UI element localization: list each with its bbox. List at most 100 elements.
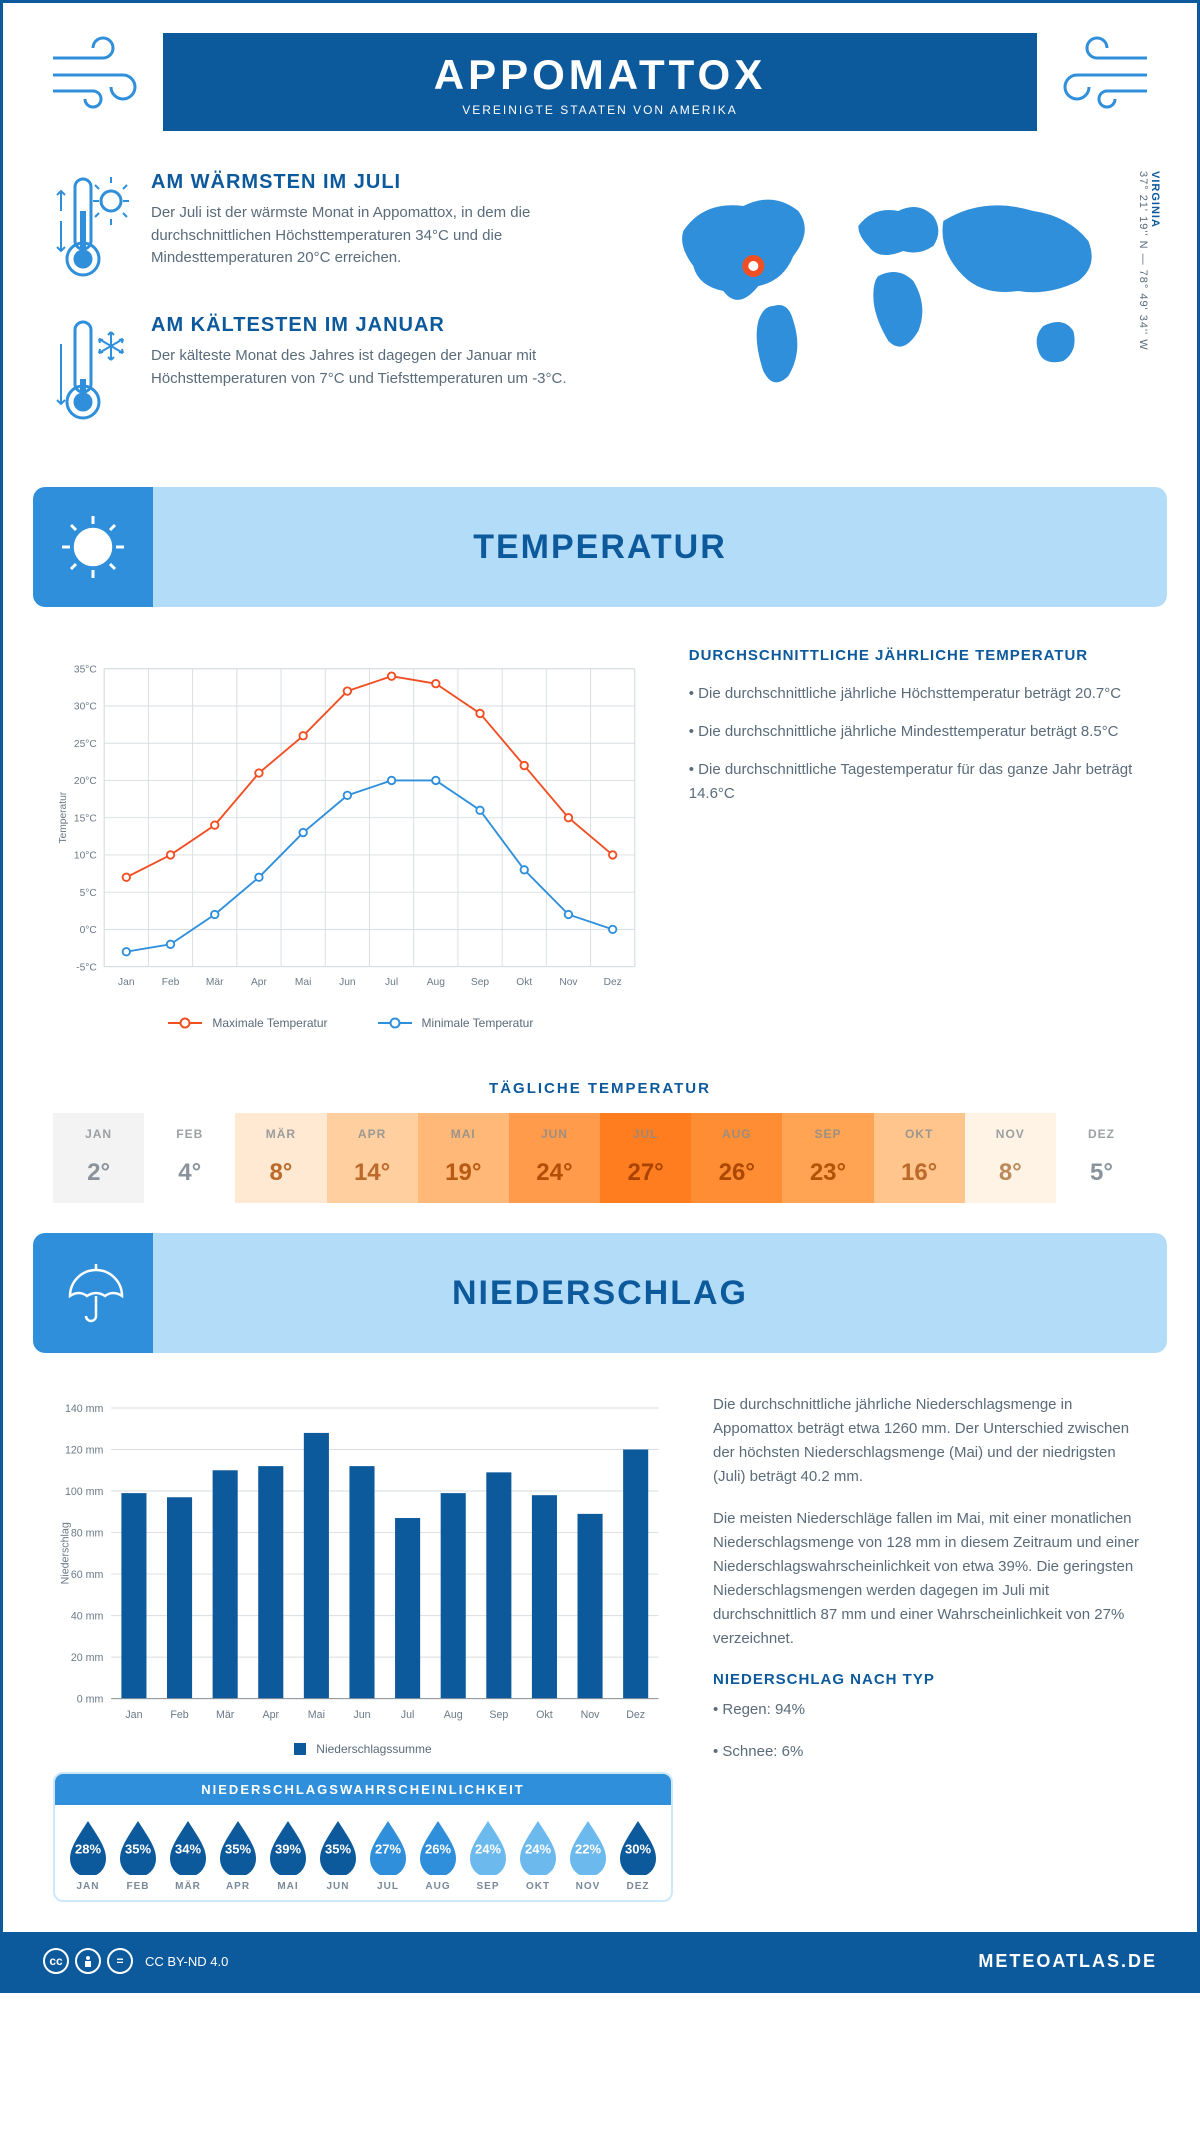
temp-bullet: • Die durchschnittliche jährliche Höchst… xyxy=(689,682,1147,706)
drop-cell: 24%SEP xyxy=(465,1819,511,1892)
svg-text:Mai: Mai xyxy=(308,1709,325,1721)
coordinates: VIRGINIA37° 21' 19'' N — 78° 49' 34'' W xyxy=(1137,171,1161,351)
section-title: TEMPERATUR xyxy=(33,528,1167,567)
drop-cell: 30%DEZ xyxy=(615,1819,661,1892)
svg-text:Okt: Okt xyxy=(516,977,532,988)
svg-text:Niederschlag: Niederschlag xyxy=(59,1522,71,1584)
cc-icons: cc = xyxy=(43,1948,133,1974)
svg-text:25°C: 25°C xyxy=(74,739,97,750)
wind-icon xyxy=(1047,33,1157,113)
site-name: METEOATLAS.DE xyxy=(978,1951,1157,1972)
svg-text:100 mm: 100 mm xyxy=(65,1486,104,1498)
svg-text:15°C: 15°C xyxy=(74,813,97,824)
precip-type-item: • Regen: 94% xyxy=(713,1698,1147,1722)
page-subtitle: VEREINIGTE STAATEN VON AMERIKA xyxy=(203,103,997,117)
svg-text:120 mm: 120 mm xyxy=(65,1444,104,1456)
svg-text:5°C: 5°C xyxy=(80,888,97,899)
svg-text:Jun: Jun xyxy=(339,977,356,988)
svg-text:Feb: Feb xyxy=(162,977,180,988)
by-icon xyxy=(75,1948,101,1974)
coldest-block: AM KÄLTESTEN IM JANUAR Der kälteste Mona… xyxy=(53,314,610,429)
heat-cell: FEB4° xyxy=(144,1113,235,1203)
daily-temp-heatmap: JAN2°FEB4°MÄR8°APR14°MAI19°JUN24°JUL27°A… xyxy=(53,1113,1147,1203)
precip-type-title: NIEDERSCHLAG NACH TYP xyxy=(713,1671,1147,1688)
svg-text:60 mm: 60 mm xyxy=(71,1569,104,1581)
drop-cell: 35%FEB xyxy=(115,1819,161,1892)
svg-text:Okt: Okt xyxy=(536,1709,553,1721)
heat-cell: JUN24° xyxy=(509,1113,600,1203)
svg-text:10°C: 10°C xyxy=(74,851,97,862)
svg-text:Jul: Jul xyxy=(385,977,398,988)
drop-cell: 39%MAI xyxy=(265,1819,311,1892)
title-banner: APPOMATTOX VEREINIGTE STAATEN VON AMERIK… xyxy=(163,33,1037,131)
svg-text:Sep: Sep xyxy=(489,1709,508,1721)
temp-bullet: • Die durchschnittliche jährliche Mindes… xyxy=(689,720,1147,744)
coldest-title: AM KÄLTESTEN IM JANUAR xyxy=(151,314,610,337)
daily-temp-title: TÄGLICHE TEMPERATUR xyxy=(3,1080,1197,1097)
svg-text:Feb: Feb xyxy=(170,1709,188,1721)
section-precipitation: NIEDERSCHLAG xyxy=(33,1233,1167,1353)
svg-text:Dez: Dez xyxy=(604,977,622,988)
svg-text:Aug: Aug xyxy=(427,977,445,988)
precip-paragraph: Die durchschnittliche jährliche Niedersc… xyxy=(713,1393,1147,1489)
heat-cell: OKT16° xyxy=(874,1113,965,1203)
warmest-title: AM WÄRMSTEN IM JULI xyxy=(151,171,610,194)
drop-cell: 35%JUN xyxy=(315,1819,361,1892)
chart-legend: Niederschlagssumme xyxy=(53,1742,673,1756)
svg-text:Sep: Sep xyxy=(471,977,489,988)
coldest-text: Der kälteste Monat des Jahres ist dagege… xyxy=(151,345,610,390)
svg-text:Mär: Mär xyxy=(216,1709,235,1721)
nd-icon: = xyxy=(107,1948,133,1974)
svg-text:Nov: Nov xyxy=(559,977,578,988)
heat-cell: JAN2° xyxy=(53,1113,144,1203)
thermometer-hot-icon xyxy=(53,171,133,286)
svg-text:Apr: Apr xyxy=(251,977,267,988)
page-title: APPOMATTOX xyxy=(203,51,997,99)
svg-text:35°C: 35°C xyxy=(74,664,97,675)
warmest-text: Der Juli ist der wärmste Monat in Appoma… xyxy=(151,202,610,270)
svg-text:Aug: Aug xyxy=(444,1709,463,1721)
svg-text:40 mm: 40 mm xyxy=(71,1610,104,1622)
world-map: VIRGINIA37° 21' 19'' N — 78° 49' 34'' W xyxy=(640,171,1147,457)
heat-cell: MÄR8° xyxy=(235,1113,326,1203)
svg-text:20 mm: 20 mm xyxy=(71,1652,104,1664)
drop-cell: 24%OKT xyxy=(515,1819,561,1892)
svg-text:Mai: Mai xyxy=(295,977,311,988)
svg-text:20°C: 20°C xyxy=(74,776,97,787)
svg-text:Apr: Apr xyxy=(262,1709,279,1721)
footer: cc = CC BY-ND 4.0 METEOATLAS.DE xyxy=(3,1932,1197,1990)
warmest-block: AM WÄRMSTEN IM JULI Der Juli ist der wär… xyxy=(53,171,610,286)
precip-probability-box: NIEDERSCHLAGSWAHRSCHEINLICHKEIT 28%JAN35… xyxy=(53,1772,673,1902)
svg-text:Jan: Jan xyxy=(125,1709,142,1721)
svg-text:Dez: Dez xyxy=(626,1709,645,1721)
temperature-line-chart: -5°C0°C5°C10°C15°C20°C25°C30°C35°CJanFeb… xyxy=(53,647,649,1007)
umbrella-icon xyxy=(60,1260,126,1326)
header: APPOMATTOX VEREINIGTE STAATEN VON AMERIK… xyxy=(3,3,1197,141)
precip-paragraph: Die meisten Niederschläge fallen im Mai,… xyxy=(713,1507,1147,1651)
drop-cell: 27%JUL xyxy=(365,1819,411,1892)
sun-icon xyxy=(58,512,128,582)
drop-cell: 28%JAN xyxy=(65,1819,111,1892)
svg-text:0°C: 0°C xyxy=(80,925,97,936)
drop-cell: 22%NOV xyxy=(565,1819,611,1892)
drop-cell: 26%AUG xyxy=(415,1819,461,1892)
heat-cell: SEP23° xyxy=(782,1113,873,1203)
svg-text:Temperatur: Temperatur xyxy=(58,791,69,843)
drop-cell: 35%APR xyxy=(215,1819,261,1892)
svg-text:140 mm: 140 mm xyxy=(65,1403,104,1415)
precipitation-bar-chart: 0 mm20 mm40 mm60 mm80 mm100 mm120 mm140 … xyxy=(53,1393,673,1733)
svg-text:Nov: Nov xyxy=(581,1709,601,1721)
section-temperature: TEMPERATUR xyxy=(33,487,1167,607)
svg-text:Mär: Mär xyxy=(206,977,224,988)
section-title: NIEDERSCHLAG xyxy=(33,1274,1167,1313)
svg-text:Jul: Jul xyxy=(401,1709,415,1721)
svg-text:Jan: Jan xyxy=(118,977,135,988)
heat-cell: DEZ5° xyxy=(1056,1113,1147,1203)
precip-type-item: • Schnee: 6% xyxy=(713,1740,1147,1764)
wind-icon xyxy=(43,33,153,113)
heat-cell: AUG26° xyxy=(691,1113,782,1203)
svg-text:Jun: Jun xyxy=(353,1709,370,1721)
drop-cell: 34%MÄR xyxy=(165,1819,211,1892)
cc-icon: cc xyxy=(43,1948,69,1974)
heat-cell: APR14° xyxy=(327,1113,418,1203)
